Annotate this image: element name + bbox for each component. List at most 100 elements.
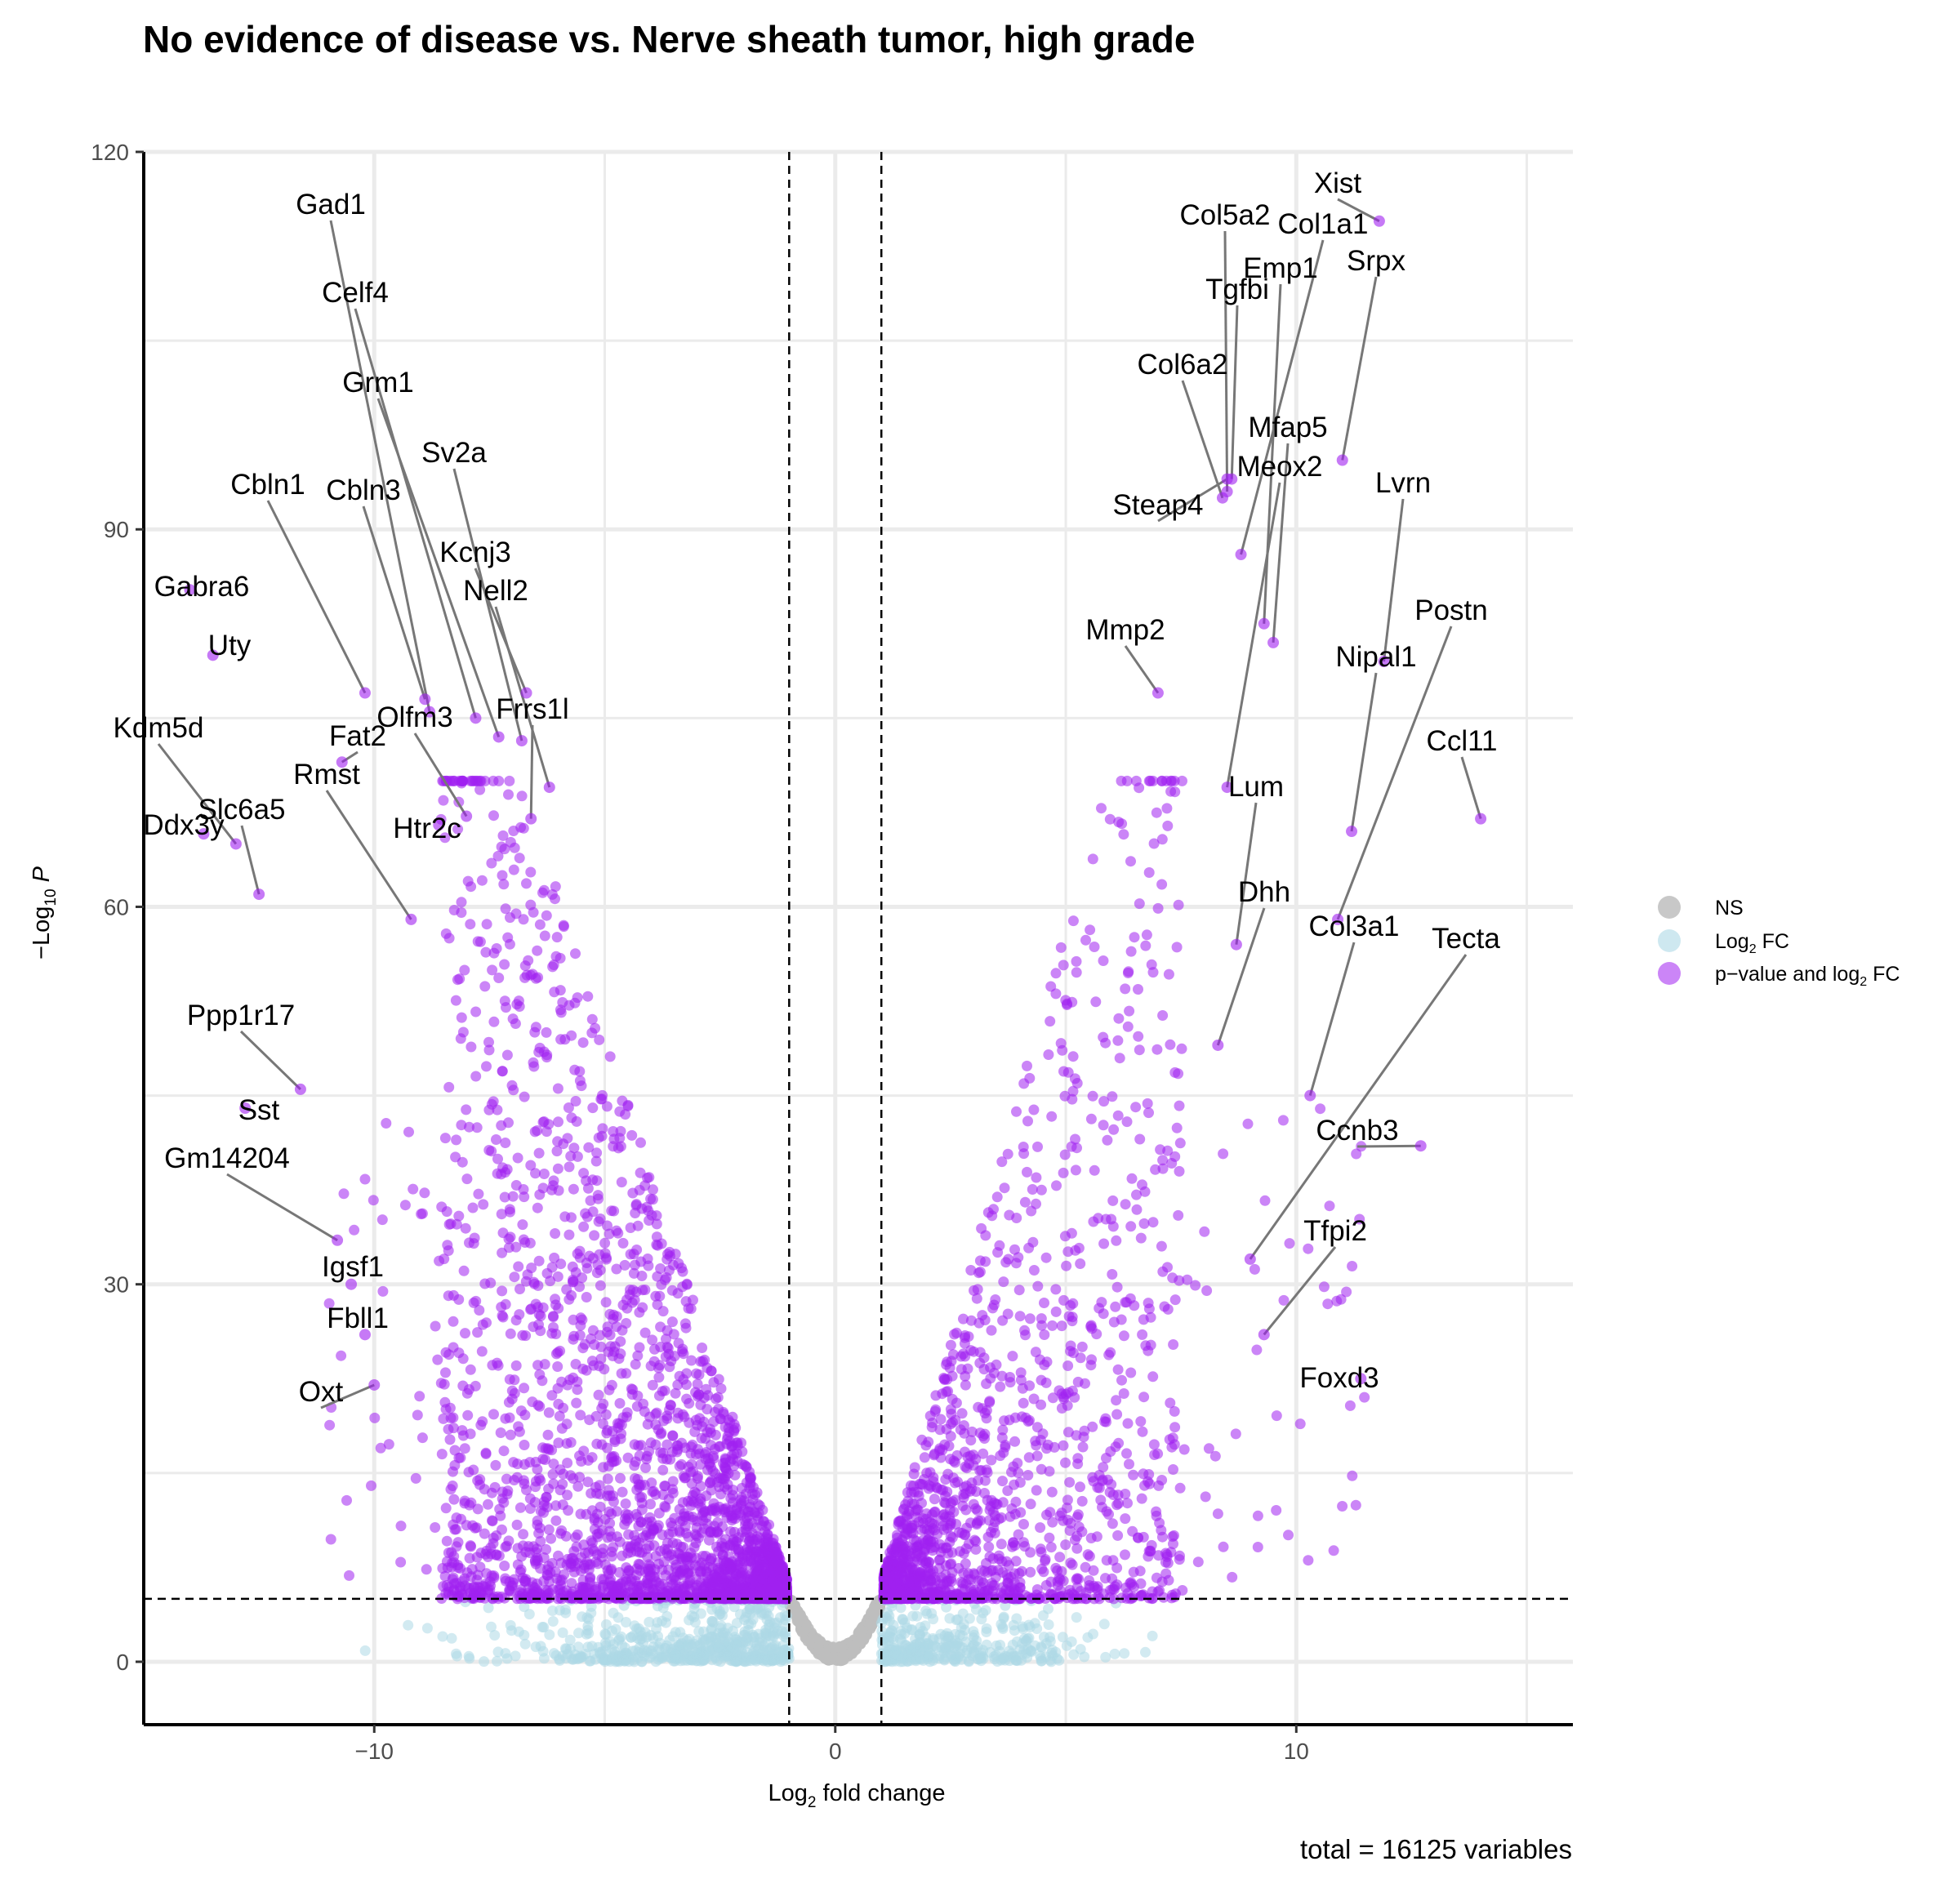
significant-point	[956, 1364, 967, 1375]
log2fc-point	[648, 1632, 659, 1644]
significant-point	[619, 1259, 630, 1271]
significant-point	[568, 1142, 580, 1154]
significant-point	[465, 1364, 476, 1375]
log2fc-point	[940, 1642, 951, 1654]
log2fc-point	[882, 1650, 893, 1661]
significant-point	[504, 938, 515, 950]
significant-point	[690, 1449, 702, 1460]
ns-point	[813, 1641, 824, 1652]
significant-point	[1098, 1238, 1110, 1249]
significant-point	[661, 1334, 671, 1345]
significant-point	[604, 1525, 615, 1537]
significant-point	[480, 946, 492, 958]
log2fc-point	[958, 1619, 969, 1630]
significant-point	[751, 1546, 762, 1557]
significant-point	[686, 1458, 697, 1470]
significant-point	[566, 1578, 577, 1589]
significant-point	[629, 1439, 640, 1450]
significant-point	[1007, 1351, 1018, 1362]
significant-point	[997, 1424, 1009, 1436]
significant-point	[678, 1348, 689, 1360]
significant-point	[552, 1361, 564, 1372]
significant-point	[499, 959, 510, 970]
significant-point	[453, 1294, 465, 1305]
significant-point	[639, 1406, 650, 1417]
significant-point	[589, 1512, 600, 1524]
ns-point	[865, 1618, 876, 1628]
significant-point	[471, 1122, 483, 1133]
significant-point	[956, 1408, 968, 1419]
significant-point	[475, 1419, 487, 1431]
significant-point	[524, 1457, 536, 1468]
significant-point	[591, 1267, 603, 1279]
significant-point	[617, 1577, 629, 1587]
log2fc-point	[492, 1646, 504, 1658]
significant-point	[1062, 1494, 1073, 1506]
significant-point	[548, 960, 559, 970]
significant-point	[1046, 1486, 1058, 1498]
log2fc-point	[513, 1626, 524, 1637]
significant-point	[729, 1469, 741, 1481]
significant-point	[1075, 1258, 1086, 1269]
log2fc-point	[939, 1654, 950, 1666]
significant-point	[552, 1083, 564, 1094]
significant-point	[687, 1439, 698, 1450]
significant-point	[1128, 1469, 1139, 1481]
significant-point	[595, 1213, 606, 1224]
significant-point	[779, 1570, 791, 1582]
ns-points	[784, 1595, 887, 1667]
significant-point	[512, 1152, 523, 1164]
significant-point	[657, 1386, 668, 1397]
significant-point	[602, 1473, 613, 1485]
significant-point	[567, 1276, 578, 1288]
log2fc-point	[523, 1609, 535, 1620]
significant-point	[986, 1526, 997, 1538]
log2fc-point	[994, 1645, 1005, 1657]
significant-point	[507, 1191, 519, 1202]
significant-point	[1015, 1374, 1027, 1386]
log2fc-point	[1010, 1654, 1022, 1666]
significant-point	[625, 1222, 636, 1233]
significant-point	[546, 1184, 558, 1196]
significant-point	[615, 1472, 626, 1484]
log2fc-point	[917, 1626, 929, 1637]
significant-point	[1017, 1383, 1028, 1394]
significant-point	[534, 919, 546, 930]
significant-point	[439, 1133, 451, 1144]
significant-point	[546, 1533, 557, 1544]
significant-point	[528, 1278, 540, 1289]
significant-point	[657, 1464, 669, 1476]
log2fc-point	[547, 1605, 558, 1616]
significant-point	[588, 1360, 599, 1371]
significant-point	[619, 1519, 630, 1530]
significant-point	[673, 1587, 684, 1599]
significant-point	[1050, 968, 1062, 979]
significant-point	[574, 1075, 586, 1086]
significant-point	[629, 1259, 640, 1271]
log2fc-point	[740, 1611, 751, 1623]
significant-point	[1018, 1148, 1030, 1160]
significant-point	[740, 1569, 751, 1580]
significant-point	[586, 1013, 598, 1025]
significant-point	[994, 1240, 1005, 1251]
significant-point	[472, 1327, 483, 1338]
significant-point	[673, 1258, 684, 1269]
significant-point	[538, 1575, 550, 1587]
significant-point	[696, 1432, 707, 1444]
log2fc-point	[731, 1618, 742, 1629]
significant-point	[1054, 1552, 1066, 1563]
significant-point	[1055, 1038, 1067, 1049]
significant-point	[759, 1568, 770, 1579]
significant-point	[532, 1463, 543, 1475]
significant-point	[1124, 1458, 1134, 1470]
significant-point	[526, 1262, 537, 1274]
significant-point	[1107, 1555, 1119, 1566]
significant-point	[973, 1475, 984, 1486]
significant-point	[534, 1042, 546, 1053]
log2fc-point	[897, 1614, 908, 1625]
significant-point	[679, 1512, 691, 1522]
significant-point	[775, 1592, 786, 1604]
significant-point	[448, 775, 460, 786]
significant-point	[1089, 1164, 1100, 1176]
